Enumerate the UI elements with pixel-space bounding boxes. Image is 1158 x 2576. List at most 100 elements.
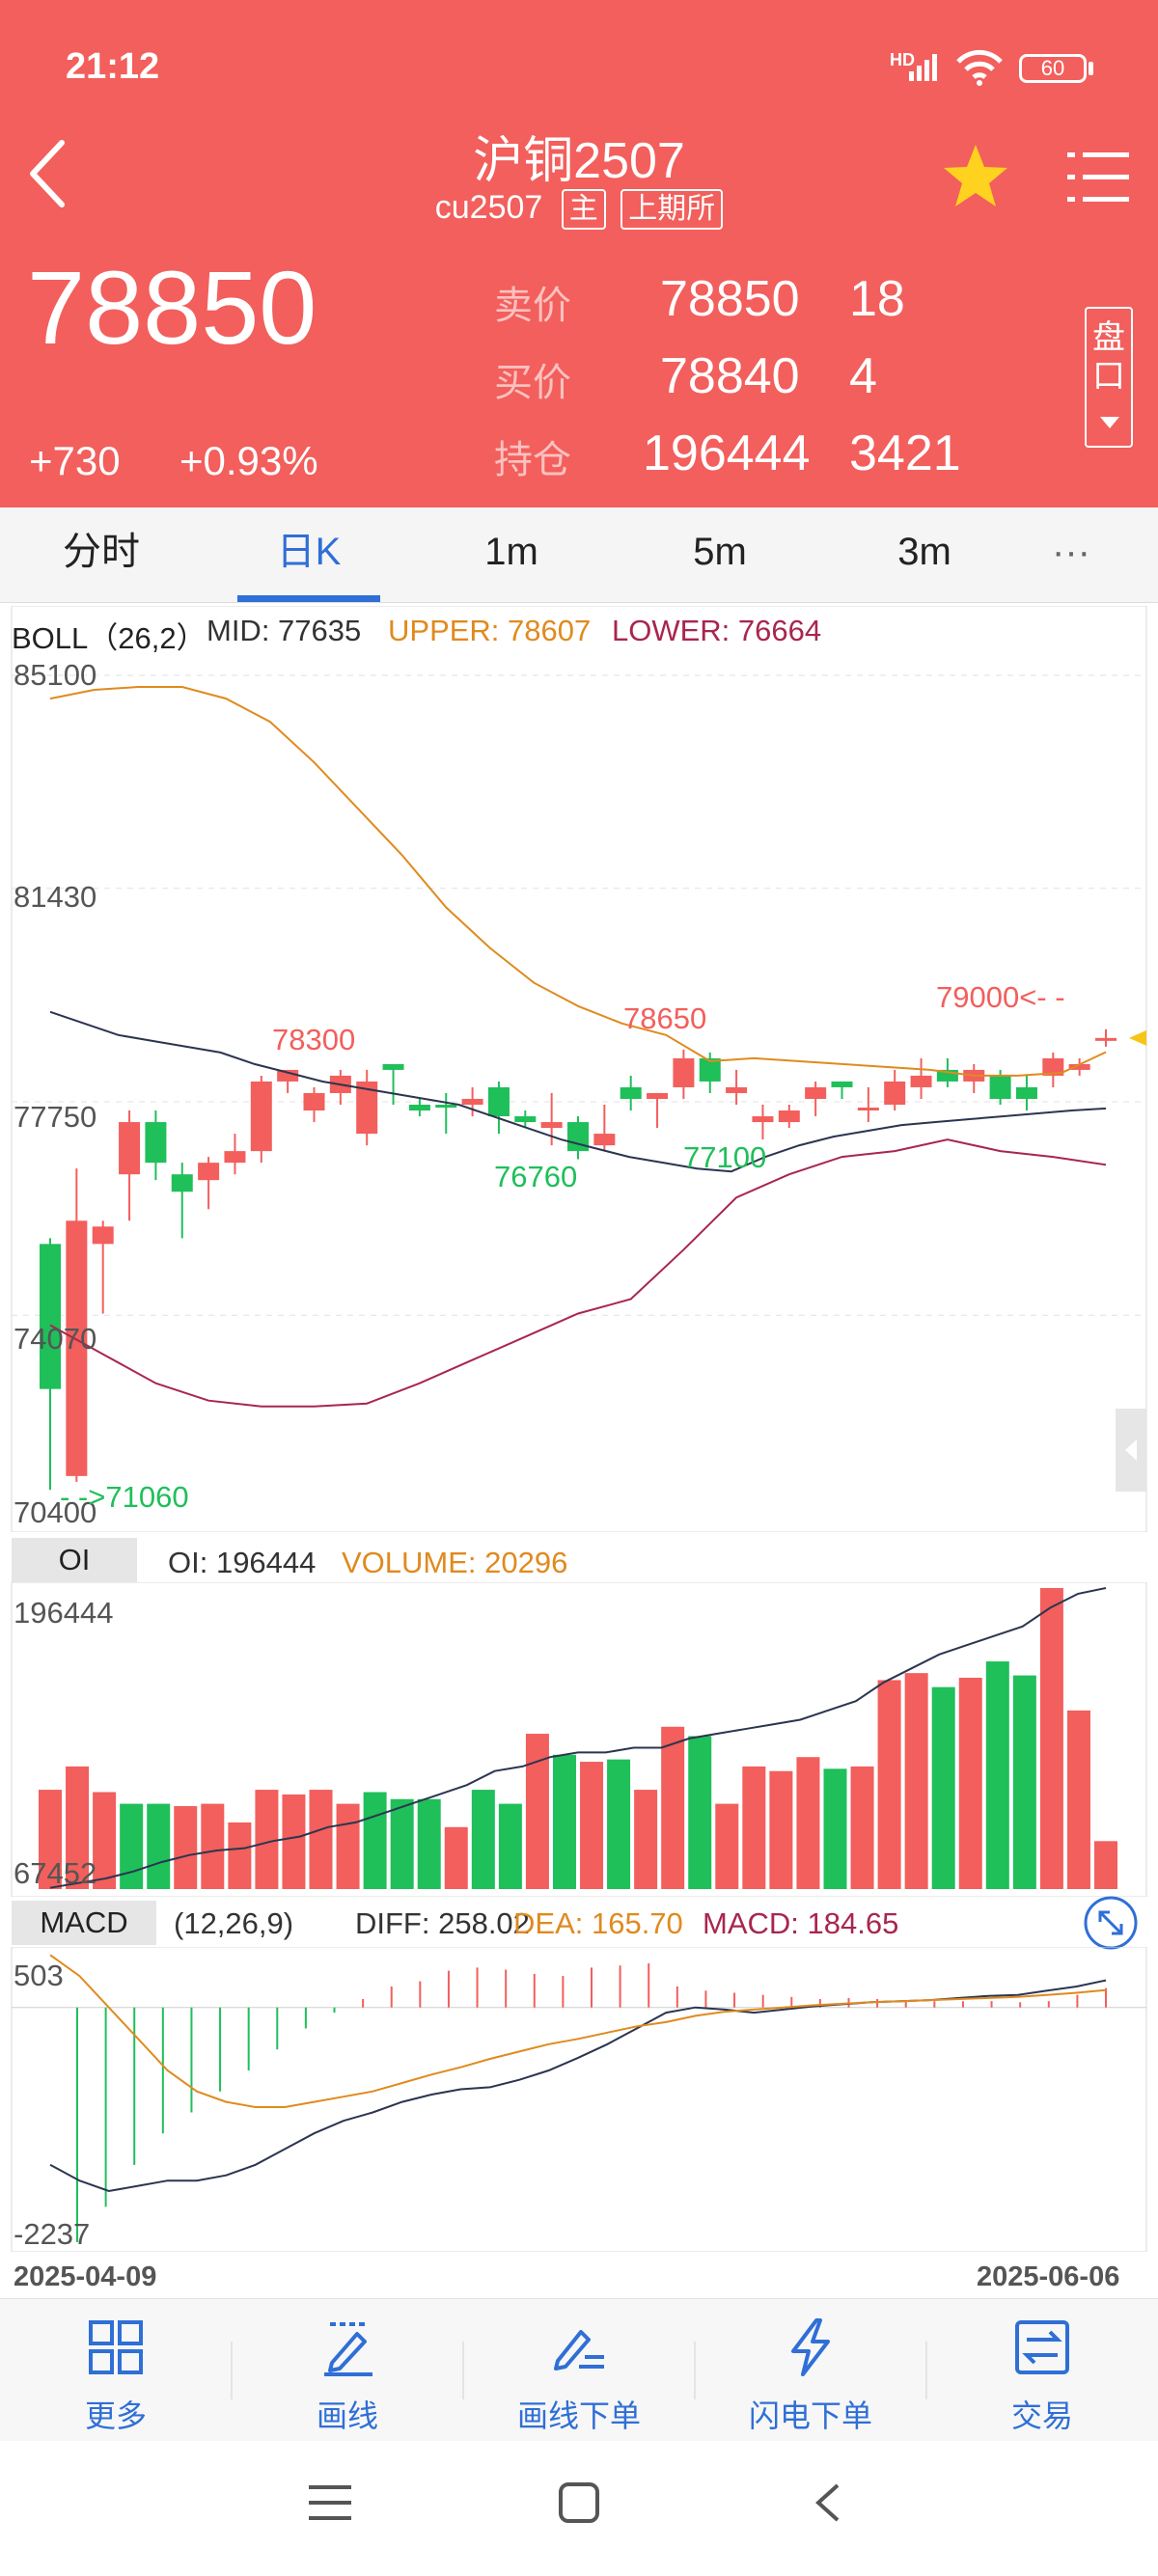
candle-body <box>1068 1063 1090 1070</box>
toolbar-divider <box>925 2342 927 2399</box>
volume-bar <box>1039 1588 1063 1889</box>
candle-body <box>567 1122 589 1152</box>
draw-line-order-label: 画线下单 <box>516 2398 641 2433</box>
candlestick-chart[interactable] <box>0 606 1158 1532</box>
annotation-min-marker: - ->71060 <box>60 1480 189 1514</box>
boll-mid-line <box>49 1010 1107 1173</box>
tab-more[interactable]: ··· <box>1052 531 1090 573</box>
quote-label-oi: 持仓 <box>494 439 571 481</box>
oi-line <box>49 1587 1107 1889</box>
candle-body <box>910 1075 932 1087</box>
volume-bar <box>1094 1841 1117 1889</box>
tab-1m[interactable]: 1m <box>484 531 538 573</box>
tab-5m[interactable]: 5m <box>693 531 747 573</box>
main-contract-badge: 主 <box>561 189 606 230</box>
lightning-icon <box>791 2318 830 2376</box>
candle-body <box>673 1057 695 1087</box>
wifi-icon <box>956 49 1003 86</box>
menu-icon[interactable] <box>1067 151 1129 205</box>
volume-bar <box>877 1680 901 1889</box>
quote-value-oi: 196444 <box>643 425 811 481</box>
flash-order-button[interactable]: 闪电下单 <box>695 2299 926 2442</box>
y-axis-label-3: 77750 <box>14 1100 97 1134</box>
chart-frame <box>11 606 1147 1532</box>
bottom-toolbar: 更多 画线 画线下单 闪电下单 交易 <box>0 2298 1158 2442</box>
volume-bar <box>66 1766 90 1889</box>
volume-oi-chart[interactable] <box>0 1582 1158 1897</box>
volume-bar <box>634 1790 658 1889</box>
chevron-left-icon <box>1125 1439 1137 1461</box>
candle-body <box>119 1122 141 1175</box>
home-icon[interactable] <box>558 2481 600 2524</box>
candle-body <box>989 1075 1011 1099</box>
volume-bar <box>796 1757 820 1889</box>
boll-upper-label: UPPER: 78607 <box>388 614 592 647</box>
period-tabs: 分时 日K 1m 5m 3m ··· <box>0 507 1158 603</box>
draw-line-button[interactable]: 画线 <box>232 2299 463 2442</box>
exchange-icon <box>1015 2320 1069 2374</box>
volume-bar <box>904 1673 928 1889</box>
battery-level: 60 <box>1040 56 1065 80</box>
volume-bar <box>1066 1710 1090 1889</box>
candle-body <box>726 1086 748 1093</box>
toolbar-divider <box>231 2342 233 2399</box>
expand-icon[interactable] <box>1083 1895 1139 1951</box>
volume-bar <box>363 1792 387 1889</box>
network-indicator: HD <box>890 50 915 70</box>
grid-icon <box>89 2320 143 2374</box>
order-book-button[interactable]: 盘口 <box>1085 307 1133 448</box>
draw-line-order-button[interactable]: 画线下单 <box>463 2299 695 2442</box>
volume-bar <box>282 1794 306 1889</box>
candle-body <box>1095 1037 1117 1041</box>
candle-body <box>171 1174 193 1192</box>
nav-back-icon[interactable] <box>813 2481 841 2524</box>
candle-body <box>778 1110 800 1123</box>
signal-icon <box>909 54 937 81</box>
boll-lower-line <box>49 1138 1107 1408</box>
status-time: 21:12 <box>66 46 160 87</box>
star-icon[interactable] <box>942 143 1009 208</box>
candle-body <box>303 1092 325 1111</box>
volume-bar <box>823 1768 847 1889</box>
contract-title: 沪铜2507 <box>473 133 685 189</box>
candle-body <box>647 1092 669 1099</box>
volume-bar <box>715 1803 739 1889</box>
quote-value-bid: 78840 <box>660 348 800 404</box>
back-icon[interactable] <box>23 135 71 212</box>
candle-body <box>40 1244 61 1389</box>
boll-lower-label: LOWER: 76664 <box>612 614 822 647</box>
network-label: HD <box>890 50 915 69</box>
candle-body <box>805 1086 827 1099</box>
volume-bar <box>525 1734 549 1889</box>
candle-body <box>831 1081 853 1087</box>
candle-body <box>884 1081 906 1106</box>
candle-body <box>1042 1057 1064 1076</box>
candle-body <box>145 1122 167 1164</box>
macd-diff-label: DIFF: 258.02 <box>355 1906 530 1940</box>
annotation-low2: 77100 <box>683 1140 767 1174</box>
macd-tab[interactable]: MACD <box>12 1901 156 1945</box>
macd-axis-top: 503 <box>14 1959 64 1992</box>
oi-tab[interactable]: OI <box>12 1538 137 1582</box>
volume-bar <box>147 1803 171 1889</box>
tab-daily-k[interactable]: 日K <box>276 531 342 573</box>
draw-line-label: 画线 <box>316 2398 378 2433</box>
tab-3m[interactable]: 3m <box>897 531 951 573</box>
quote-qty-oi: 3421 <box>849 425 961 481</box>
system-nav-bar <box>0 2441 1158 2576</box>
last-price-pointer <box>1129 1029 1146 1046</box>
price-change-pct: +0.93% <box>179 438 318 483</box>
tab-timeshare[interactable]: 分时 <box>63 531 140 573</box>
macd-chart[interactable] <box>0 1947 1158 2252</box>
candle-body <box>514 1116 537 1123</box>
volume-bar <box>309 1790 333 1889</box>
candle-body <box>277 1069 299 1082</box>
pencil-icon <box>324 2322 372 2376</box>
recent-apps-icon[interactable] <box>309 2483 351 2522</box>
quote-header: 21:12 HD 60 沪铜2507 cu2507 主 上期所 78850 +7… <box>0 0 1158 507</box>
active-tab-indicator <box>237 595 380 602</box>
volume-bar <box>444 1826 468 1889</box>
trade-button[interactable]: 交易 <box>926 2299 1158 2442</box>
volume-bar <box>580 1762 604 1889</box>
more-button[interactable]: 更多 <box>0 2299 232 2442</box>
